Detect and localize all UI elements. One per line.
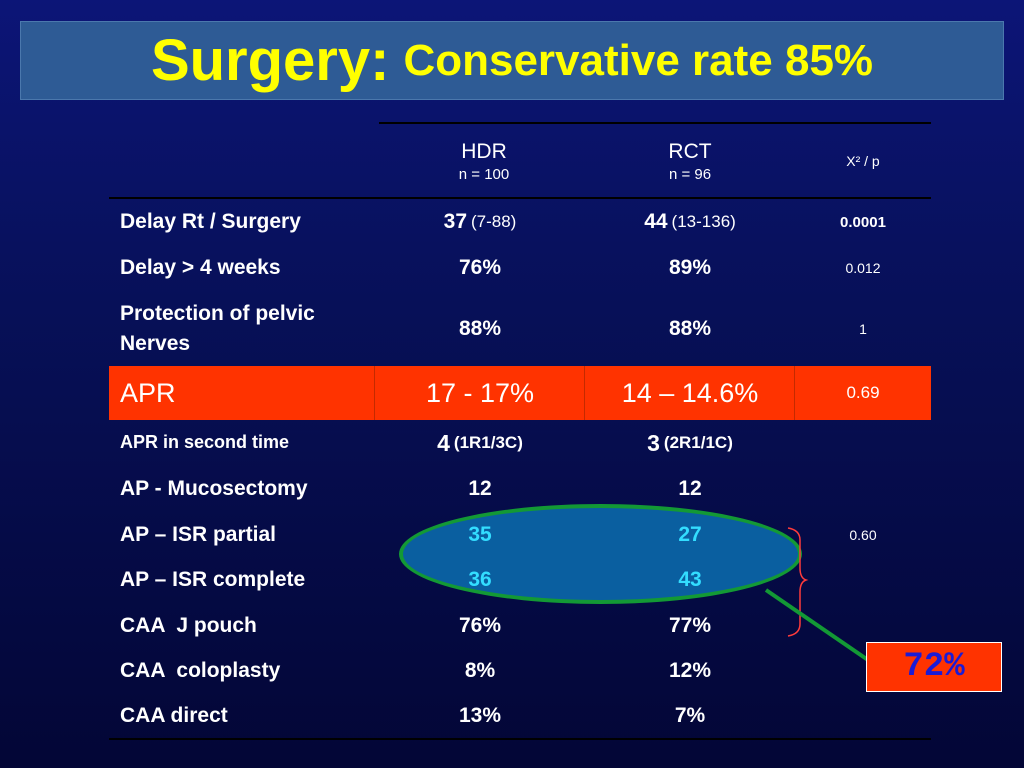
row-label: AP – ISR partial bbox=[120, 523, 277, 546]
table-rule-bottom bbox=[109, 738, 931, 740]
row-label: APR in second time bbox=[120, 432, 290, 452]
row-label: Delay Rt / Surgery bbox=[120, 210, 301, 233]
rct-cell: 3 (2R1/1C) bbox=[585, 420, 795, 466]
hdr-value: 37 bbox=[443, 210, 467, 233]
hdr-value: 76% bbox=[458, 614, 502, 637]
rct-value: 88% bbox=[668, 317, 712, 340]
row-label: APR bbox=[120, 377, 176, 408]
rct-value: 44 bbox=[644, 210, 668, 233]
rct-cell: 44 (13-136) bbox=[585, 199, 795, 245]
title-main: Surgery: bbox=[150, 28, 390, 93]
apr-divider bbox=[374, 366, 375, 420]
hdr-value: 17 - 17% bbox=[425, 377, 535, 408]
header-hdr-label: HDR bbox=[461, 140, 507, 163]
table-row: AP - Mucosectomy 12 12 bbox=[109, 466, 931, 512]
rct-detail: (2R1/1C) bbox=[663, 433, 733, 452]
table-row: CAA direct 13% 7% bbox=[109, 693, 931, 739]
table-rule-header bbox=[109, 197, 931, 199]
rct-value: 14 – 14.6% bbox=[621, 377, 759, 408]
hdr-range: (7-88) bbox=[471, 212, 517, 231]
slide-title: Surgery: Conservative rate 85% bbox=[20, 21, 1004, 100]
header-hdr-n: n = 100 bbox=[458, 166, 510, 183]
p-value: 0.0001 bbox=[840, 213, 886, 231]
table-rule-top bbox=[379, 122, 931, 124]
hdr-cell: 37 (7-88) bbox=[375, 199, 585, 245]
row-label: CAA direct bbox=[120, 704, 228, 727]
table-row: CAA J pouch 76% 77% bbox=[109, 603, 931, 649]
row-label: AP – ISR complete bbox=[120, 568, 306, 591]
brace-mark bbox=[787, 527, 809, 637]
p-value: 0.60 bbox=[849, 527, 877, 543]
header-rct: RCT n = 96 bbox=[585, 140, 795, 183]
hdr-cell: 4 (1R1/3C) bbox=[375, 420, 585, 466]
header-stat: X² / p bbox=[846, 153, 880, 169]
header-hdr: HDR n = 100 bbox=[379, 140, 589, 183]
p-value: 0.012 bbox=[845, 260, 881, 276]
apr-row-highlight bbox=[109, 366, 931, 420]
hdr-value: 76% bbox=[458, 256, 502, 279]
rct-range: (13-136) bbox=[671, 212, 736, 231]
table-row-apr: APR 17 - 17% 14 – 14.6% 0.69 bbox=[109, 366, 931, 420]
row-label-line2: Nerves bbox=[120, 332, 191, 355]
rct-value: 7% bbox=[674, 704, 706, 727]
p-value: 0.69 bbox=[846, 383, 880, 402]
highlight-ellipse bbox=[399, 504, 802, 604]
row-label: Protection of pelvic Nerves bbox=[120, 296, 380, 362]
hdr-value: 4 bbox=[437, 429, 450, 456]
row-label: CAA coloplasty bbox=[120, 659, 281, 682]
hdr-value: 88% bbox=[458, 317, 502, 340]
hdr-value: 8% bbox=[464, 659, 496, 682]
rct-value: 43 bbox=[678, 568, 702, 591]
table-row: Delay Rt / Surgery 37 (7-88) 44 (13-136)… bbox=[109, 199, 931, 245]
hdr-value: 35 bbox=[468, 523, 492, 546]
rct-value: 12% bbox=[668, 659, 712, 682]
table-row: AP – ISR partial 35 27 0.60 bbox=[109, 512, 931, 558]
callout-badge: 72% bbox=[866, 642, 1002, 692]
row-label-line1: Protection of pelvic bbox=[120, 302, 315, 325]
hdr-detail: (1R1/3C) bbox=[453, 433, 523, 452]
row-label: Delay > 4 weeks bbox=[120, 256, 281, 279]
rct-value: 3 bbox=[647, 429, 660, 456]
apr-divider bbox=[794, 366, 795, 420]
table-row: Protection of pelvic Nerves 88% 88% 1 bbox=[109, 296, 931, 362]
header-rct-label: RCT bbox=[668, 140, 712, 163]
apr-divider bbox=[584, 366, 585, 420]
title-sub: Conservative rate 85% bbox=[403, 35, 874, 85]
hdr-value: 12 bbox=[468, 477, 492, 500]
row-label: AP - Mucosectomy bbox=[120, 477, 308, 500]
hdr-value: 13% bbox=[458, 704, 502, 727]
table-row: Delay > 4 weeks 76% 89% 0.012 bbox=[109, 245, 931, 291]
table-row: CAA coloplasty 8% 12% bbox=[109, 648, 931, 694]
p-value: 1 bbox=[859, 321, 867, 337]
rct-value: 89% bbox=[668, 256, 712, 279]
table-row: APR in second time 4 (1R1/3C) 3 (2R1/1C) bbox=[109, 420, 931, 466]
hdr-value: 36 bbox=[468, 568, 492, 591]
rct-value: 77% bbox=[668, 614, 712, 637]
rct-value: 12 bbox=[678, 477, 702, 500]
connector-line bbox=[764, 588, 870, 662]
table-row: AP – ISR complete 36 43 bbox=[109, 557, 931, 603]
rct-value: 27 bbox=[678, 523, 702, 546]
row-label: CAA J pouch bbox=[120, 614, 257, 637]
header-rct-n: n = 96 bbox=[668, 166, 712, 183]
